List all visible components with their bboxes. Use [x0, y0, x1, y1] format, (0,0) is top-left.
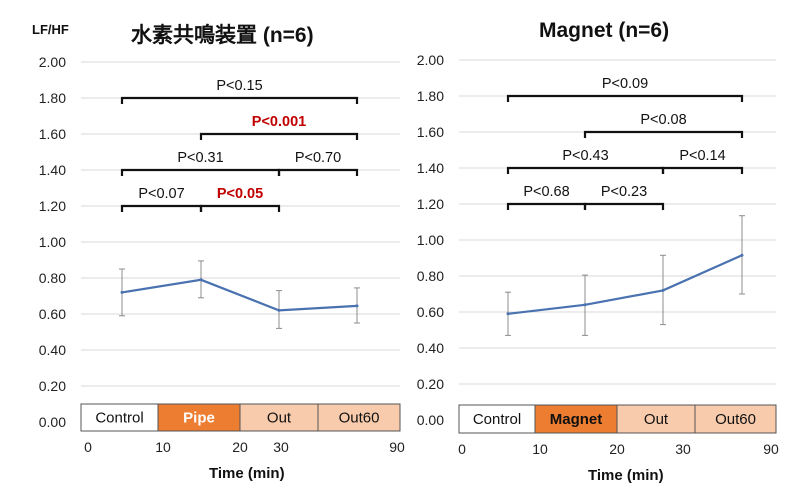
phase-label: Control [95, 410, 143, 427]
x-tick-label: 90 [389, 439, 405, 455]
p-value-label: P<0.05 [217, 186, 263, 202]
phase-box [80, 403, 159, 432]
y-tick-label: 0.80 [39, 270, 66, 286]
p-value-label: P<0.43 [562, 148, 608, 164]
phase-box [317, 403, 401, 432]
y-tick-label: 0.40 [39, 342, 66, 358]
p-value-label: P<0.23 [601, 184, 647, 200]
y-tick-label: 1.20 [39, 198, 66, 214]
p-value-label: P<0.70 [295, 150, 341, 166]
phase-box [694, 404, 777, 434]
data-point [355, 304, 359, 308]
y-tick-label: 1.80 [417, 88, 444, 104]
data-point [199, 278, 203, 282]
x-tick-label: 0 [458, 441, 466, 457]
significance-bracket [661, 166, 744, 174]
y-tick-label: 1.60 [417, 124, 444, 140]
data-point [740, 253, 744, 257]
significance-bracket [583, 202, 665, 210]
phase-label: Magnet [550, 411, 603, 428]
y-tick-label: 2.00 [39, 54, 66, 70]
x-tick-label: 20 [232, 439, 248, 455]
phase-label: Control [473, 411, 521, 428]
p-value-label: P<0.08 [640, 112, 686, 128]
y-tick-label: 1.00 [39, 234, 66, 250]
y-tick-label: 1.40 [417, 160, 444, 176]
x-tick-label: 20 [609, 441, 625, 457]
x-tick-label: 30 [273, 439, 289, 455]
x-tick-label: 10 [532, 441, 548, 457]
p-value-label: P<0.68 [523, 184, 569, 200]
p-value-label: P<0.15 [216, 78, 262, 94]
x-axis-label-left: Time (min) [209, 465, 285, 482]
p-value-label: P<0.31 [177, 150, 223, 166]
phase-box [616, 404, 696, 434]
phase-box [239, 403, 319, 432]
significance-bracket [506, 202, 587, 210]
phase-box [157, 403, 241, 432]
phase-label: Out60 [715, 411, 756, 428]
phase-label: Out60 [339, 410, 380, 427]
phase-label: Out [644, 411, 669, 428]
y-tick-label: 0.00 [39, 414, 66, 430]
p-value-label: P<0.07 [138, 186, 184, 202]
significance-bracket [277, 168, 359, 176]
y-tick-label: 2.00 [417, 52, 444, 68]
significance-bracket [120, 96, 359, 104]
data-point [661, 288, 665, 292]
y-tick-label: 1.60 [39, 126, 66, 142]
y-tick-label: 1.20 [417, 196, 444, 212]
data-point [277, 308, 281, 312]
y-tick-label: 0.00 [417, 412, 444, 428]
phase-box [458, 404, 536, 434]
y-tick-label: 0.40 [417, 340, 444, 356]
y-tick-label: 0.20 [417, 376, 444, 392]
significance-bracket [199, 132, 359, 140]
x-tick-label: 10 [155, 439, 171, 455]
phase-label: Pipe [183, 410, 215, 427]
y-tick-label: 1.40 [39, 162, 66, 178]
significance-bracket [506, 94, 744, 102]
significance-bracket [199, 204, 281, 212]
p-value-label: P<0.14 [679, 148, 725, 164]
data-point [583, 303, 587, 307]
chart-title-right: Magnet (n=6) [539, 19, 670, 42]
y-axis-label: LF/HF [32, 22, 69, 37]
series-line [121, 278, 358, 312]
data-point [506, 312, 510, 316]
p-value-label: P<0.09 [602, 76, 648, 92]
y-tick-label: 0.60 [39, 306, 66, 322]
series-line [507, 254, 743, 315]
x-tick-label: 90 [763, 441, 779, 457]
x-tick-label: 0 [84, 439, 92, 455]
y-tick-label: 1.00 [417, 232, 444, 248]
x-axis-label-right: Time (min) [588, 467, 664, 484]
phase-label: Out [267, 410, 292, 427]
significance-bracket [583, 130, 744, 138]
y-tick-label: 0.80 [417, 268, 444, 284]
y-tick-label: 0.20 [39, 378, 66, 394]
chart-title-left: 水素共鳴装置 (n=6) [131, 24, 314, 47]
p-value-label: P<0.001 [252, 114, 306, 130]
x-tick-label: 30 [675, 441, 691, 457]
data-point [120, 290, 124, 294]
y-tick-label: 1.80 [39, 90, 66, 106]
y-tick-label: 0.60 [417, 304, 444, 320]
significance-bracket [506, 166, 665, 174]
